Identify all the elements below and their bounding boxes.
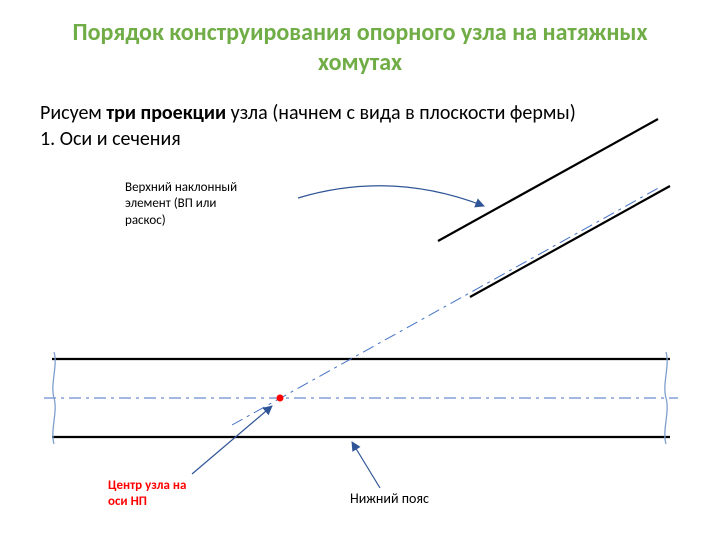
label-lower-chord: Нижний пояс	[350, 490, 500, 508]
label-upper-line3: раскос)	[125, 213, 295, 229]
title-text: Порядок конструирования опорного узла на…	[72, 18, 647, 77]
body-text: Рисуем три проекции узла (начнем с вида …	[40, 100, 680, 152]
body-line-1: Рисуем три проекции узла (начнем с вида …	[40, 100, 680, 126]
label-upper-element: Верхний наклонный элемент (ВП или раскос…	[125, 180, 295, 229]
page-title: Порядок конструирования опорного узла на…	[40, 18, 680, 78]
label-center-node: Центр узла на оси НП	[108, 478, 248, 511]
body-line-2: 1. Оси и сечения	[40, 126, 680, 152]
slide: Порядок конструирования опорного узла на…	[0, 0, 720, 540]
label-center-line1: Центр узла на	[108, 478, 248, 494]
label-upper-line1: Верхний наклонный	[125, 180, 295, 196]
body-line-1-prefix: Рисуем	[40, 101, 106, 125]
label-center-line2: оси НП	[108, 494, 248, 510]
label-lower-text: Нижний пояс	[350, 490, 429, 507]
body-line-1-suffix: узла (начнем с вида в плоскости фермы)	[226, 101, 576, 125]
diagram	[0, 0, 720, 540]
body-line-1-bold: три проекции	[106, 101, 226, 125]
label-upper-line2: элемент (ВП или	[125, 196, 295, 212]
